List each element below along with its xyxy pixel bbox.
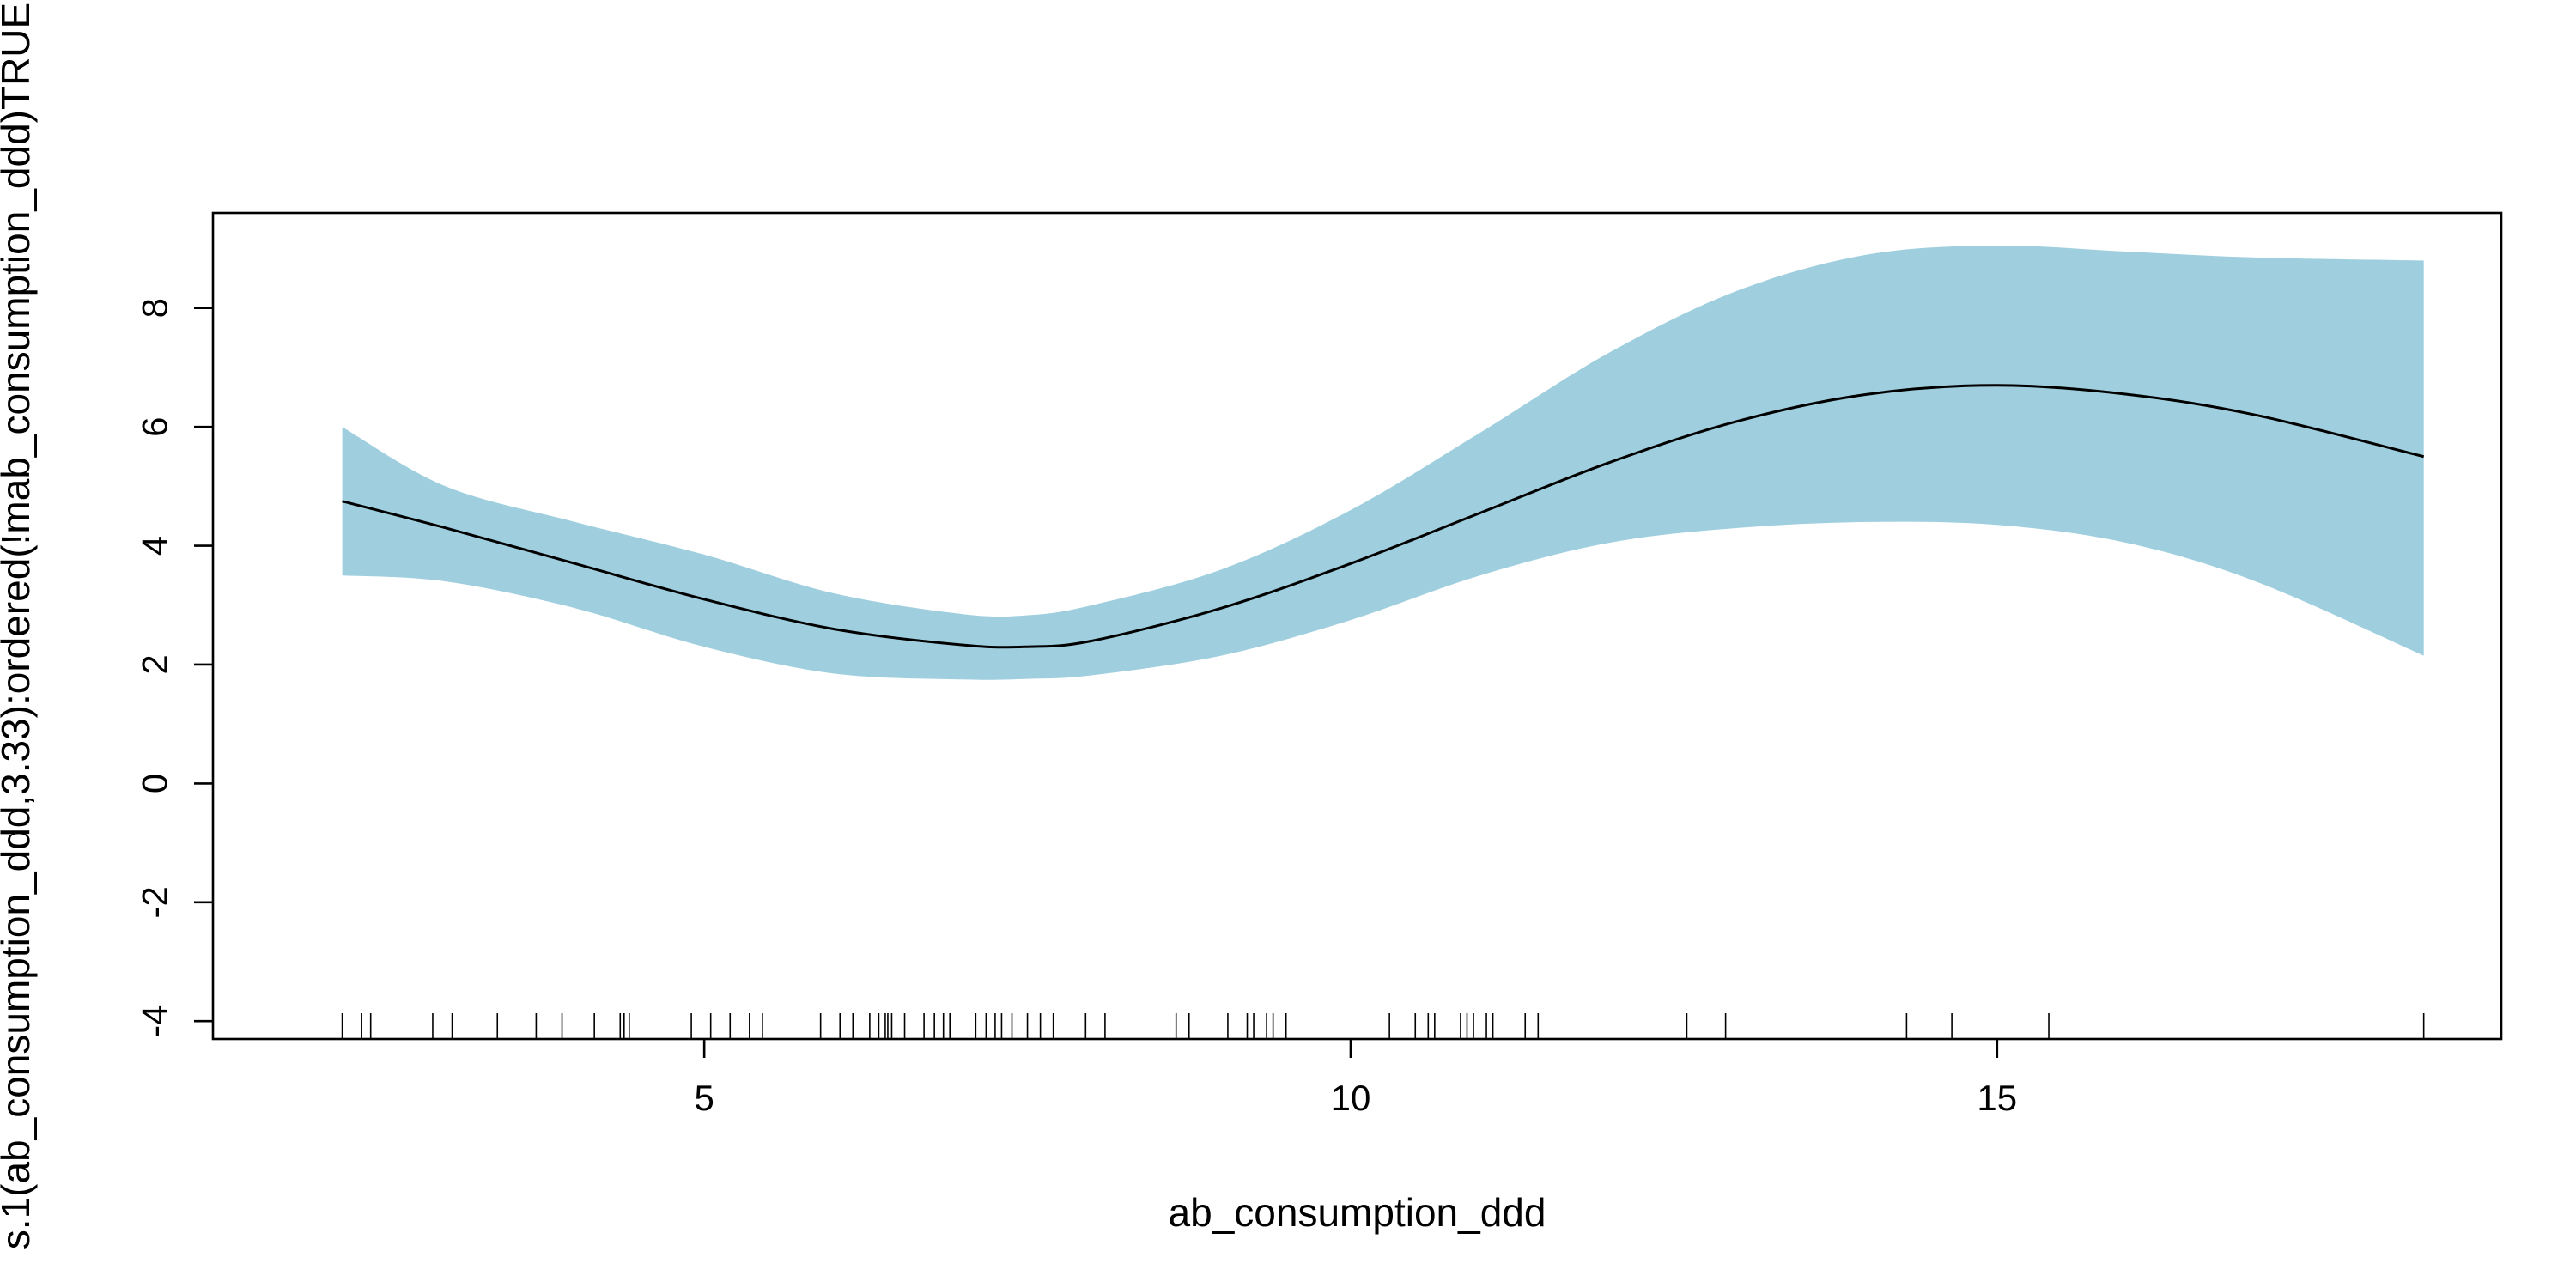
y-tick-label: 8 <box>135 298 175 318</box>
fit-line <box>342 384 2425 649</box>
y-tick-label: 6 <box>135 416 175 436</box>
x-tick-label: 10 <box>1331 1078 1371 1118</box>
y-tick-label: 2 <box>135 654 175 674</box>
y-axis: -4 -2 0 2 4 6 8 <box>135 298 213 1037</box>
y-tick-label: 0 <box>135 774 175 793</box>
rug-layer <box>341 1013 2425 1039</box>
confidence-band-layer <box>342 246 2424 680</box>
y-tick-label: -4 <box>135 1005 175 1037</box>
y-tick-label: -2 <box>135 886 175 918</box>
plot-frame <box>211 211 2503 1041</box>
x-tick-label: 15 <box>1977 1078 2017 1118</box>
x-axis: 5 10 15 <box>694 1039 2017 1118</box>
x-axis-title: ab_consumption_ddd <box>1169 1190 1546 1235</box>
x-tick-label: 5 <box>694 1078 714 1118</box>
confidence-band <box>342 246 2424 680</box>
y-tick-label: 4 <box>135 536 175 556</box>
fit-line-layer <box>342 384 2425 649</box>
y-axis-title: s.1(ab_consumption_ddd,3.33):ordered(!ma… <box>0 3 38 1249</box>
